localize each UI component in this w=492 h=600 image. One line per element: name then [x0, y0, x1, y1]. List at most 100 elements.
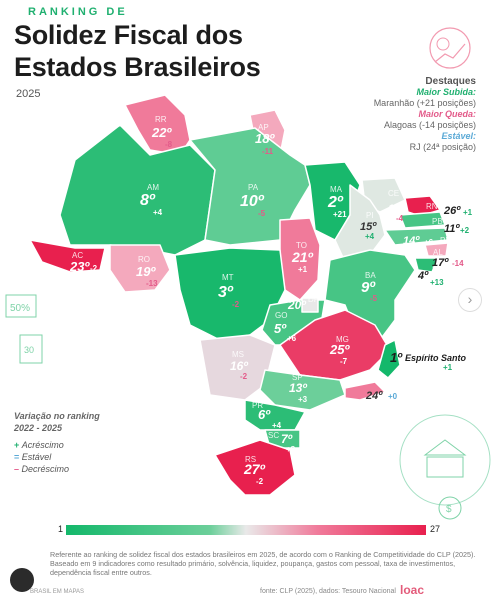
rank-pr: 6º: [258, 407, 271, 422]
rank-ap: 18º: [255, 131, 275, 146]
legend: Variação no ranking 2022 - 2025 + Acrésc…: [14, 410, 100, 475]
change-pa: -5: [258, 209, 266, 218]
plus-icon: +: [14, 440, 20, 450]
legend-increase: Acréscimo: [21, 440, 64, 450]
highlight-stable-value: RJ (24ª posição): [409, 142, 476, 152]
svg-text:RJ: RJ: [361, 399, 371, 408]
svg-text:DF: DF: [308, 295, 319, 304]
highlights-title: Destaques: [425, 76, 476, 87]
state-shape-ba[interactable]: [324, 249, 416, 341]
svg-text:AM: AM: [147, 183, 159, 192]
state-shape-es[interactable]: [377, 339, 401, 379]
source-label: fonte: CLP (2025), dados: Tesouro Nacion…: [260, 588, 396, 595]
change-pi: +4: [365, 232, 375, 241]
state-shape-mt[interactable]: [174, 247, 286, 341]
avatar[interactable]: [10, 568, 34, 592]
minus-icon: –: [14, 464, 20, 474]
svg-text:SP: SP: [292, 373, 303, 382]
change-mg: -7: [340, 357, 348, 366]
rank-mt: 3º: [218, 284, 234, 301]
state-shape-ro[interactable]: [109, 244, 171, 293]
rank-pi: 15º: [360, 221, 377, 233]
svg-text:30: 30: [24, 345, 34, 355]
state-shape-pb[interactable]: [399, 211, 446, 229]
svg-text:RS: RS: [245, 455, 256, 464]
rank-ce: 12º: [388, 203, 405, 215]
change-ms: -2: [240, 372, 248, 381]
state-shape-rj[interactable]: [344, 381, 386, 401]
rank-sc: 7º: [281, 432, 293, 446]
equals-icon: =: [14, 452, 20, 462]
highlight-stable-label: Estável:: [441, 131, 476, 141]
svg-text:AC: AC: [72, 251, 83, 260]
change-rn: +1: [463, 208, 473, 217]
rank-mg: 25º: [329, 342, 350, 357]
state-shape-pa[interactable]: [189, 127, 311, 246]
percentage-sign-icon: 50% 30: [5, 294, 43, 364]
year-label: 2025: [16, 88, 41, 100]
svg-text:MA: MA: [330, 185, 343, 194]
change-al: -14: [452, 259, 464, 268]
next-slide-button[interactable]: ›: [458, 288, 482, 312]
change-ba: -5: [370, 294, 378, 303]
scale-max-label: 27: [430, 524, 441, 534]
svg-text:CE: CE: [388, 189, 399, 198]
brand-logo: loac: [400, 583, 425, 597]
rank-pb: 11º: [444, 223, 460, 235]
svg-text:RN: RN: [426, 202, 438, 211]
rank-df: 20º: [287, 298, 306, 312]
rank-ac: 23º: [69, 259, 90, 274]
svg-text:TO: TO: [296, 241, 307, 250]
svg-text:$: $: [446, 504, 452, 515]
highlights-panel: Destaques Maior Subida: Maranhão (+21 po…: [326, 76, 476, 153]
legend-decrease: Decréscimo: [21, 464, 70, 474]
rank-al: 17º: [432, 257, 449, 269]
legend-title-line2: 2022 - 2025: [14, 423, 63, 433]
change-sc: +8: [286, 445, 296, 454]
rank-ma: 2º: [327, 194, 344, 211]
change-go: +6: [287, 334, 297, 343]
state-shape-sp[interactable]: [259, 369, 346, 411]
state-shape-rs[interactable]: [214, 439, 296, 496]
state-shape-al[interactable]: [424, 242, 449, 257]
state-shape-se[interactable]: [414, 257, 439, 273]
kicker-label: RANKING DE: [28, 6, 128, 18]
highlight-up-value: Maranhão (+21 posições): [373, 98, 476, 108]
state-shape-pe[interactable]: [384, 227, 449, 246]
change-pr: +4: [272, 421, 282, 430]
rank-rs: 27º: [243, 461, 266, 477]
change-rr: -8: [165, 140, 173, 149]
highlight-down-label: Maior Queda:: [418, 109, 476, 119]
state-shape-df[interactable]: [301, 297, 319, 313]
change-se: +13: [430, 278, 444, 287]
change-pe: +6: [424, 238, 434, 247]
change-rs: -2: [256, 477, 264, 486]
svg-text:PA: PA: [248, 183, 259, 192]
highlight-up-label: Maior Subida:: [416, 87, 476, 97]
svg-text:PB: PB: [432, 217, 443, 226]
rank-ro: 19º: [136, 264, 156, 279]
svg-text:MT: MT: [222, 273, 234, 282]
rank-am: 8º: [140, 192, 156, 209]
rank-rr: 22º: [151, 125, 172, 140]
footnote: Referente ao ranking de solidez fiscal d…: [50, 550, 476, 577]
state-shape-ac[interactable]: [29, 239, 106, 273]
scale-min-label: 1: [58, 524, 64, 534]
svg-text:MG: MG: [336, 335, 349, 344]
change-am: +4: [153, 208, 163, 217]
color-scale-bar: [66, 525, 426, 535]
svg-text:PR: PR: [252, 401, 263, 410]
rank-pe: 14º: [403, 235, 420, 247]
svg-text:BA: BA: [365, 271, 376, 280]
svg-text:RO: RO: [138, 255, 150, 264]
page-title-line2: Estados Brasileiros: [14, 52, 261, 82]
svg-text:SE: SE: [432, 265, 443, 274]
bank-building-icon: $: [399, 414, 491, 520]
rank-ba: 9º: [361, 279, 376, 296]
svg-text:AP: AP: [258, 123, 269, 132]
rank-rn: 26º: [443, 205, 461, 217]
rank-se: 4º: [417, 270, 429, 282]
state-shape-am[interactable]: [59, 124, 216, 256]
svg-text:AL: AL: [433, 248, 443, 257]
change-ap: -11: [262, 147, 274, 156]
